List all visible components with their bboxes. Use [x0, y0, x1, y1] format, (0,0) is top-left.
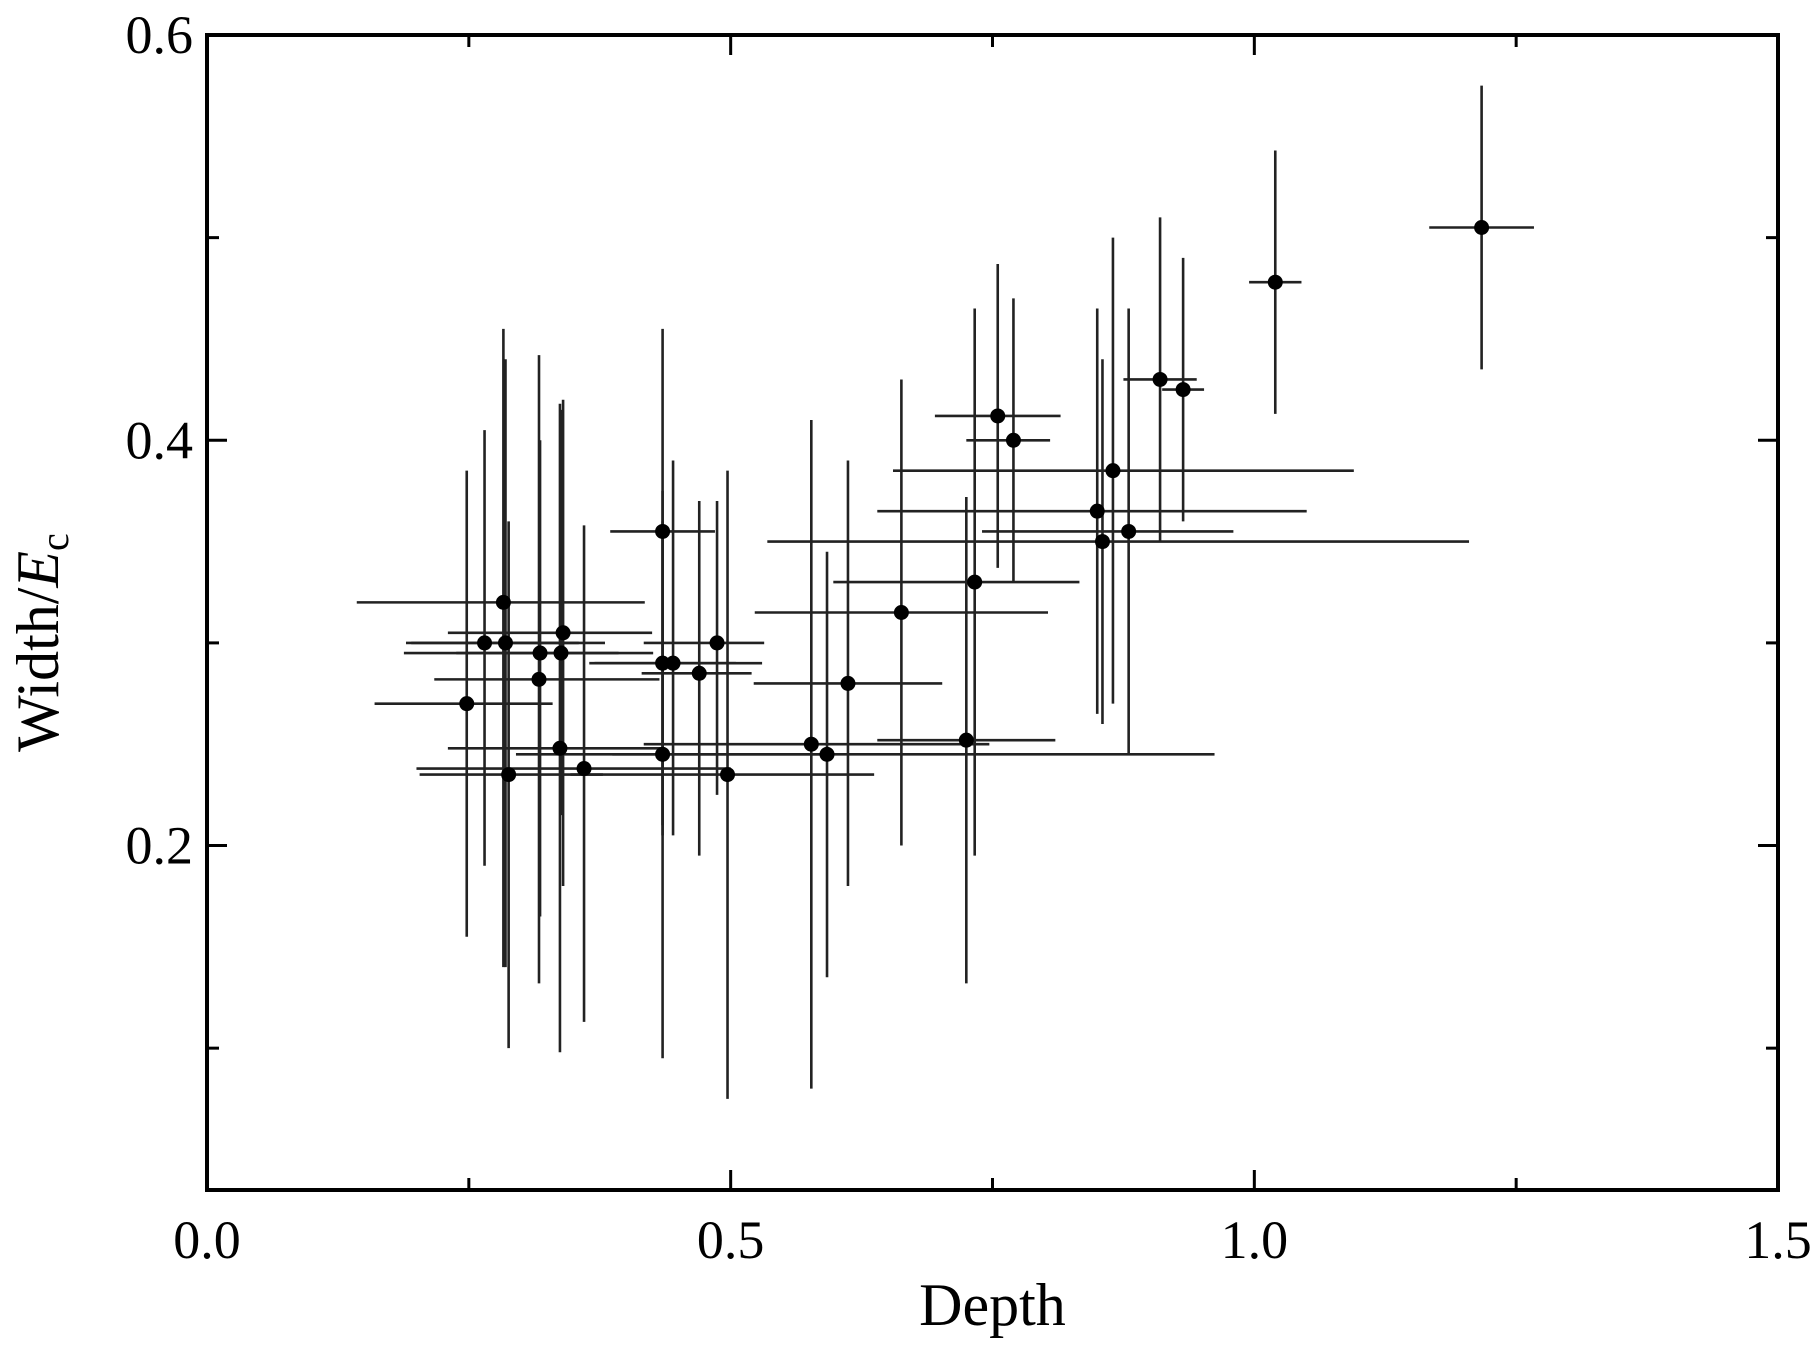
data-point — [1089, 503, 1105, 519]
data-point — [501, 767, 517, 783]
data-point — [990, 408, 1006, 424]
data-point — [477, 635, 493, 651]
y-tick-label: 0.4 — [126, 410, 194, 470]
x-tick-label: 1.0 — [1221, 1210, 1289, 1270]
y-axis-title: Width/Ec — [5, 533, 77, 752]
data-point — [576, 761, 592, 777]
data-point — [655, 523, 671, 539]
data-point — [1005, 432, 1021, 448]
data-point — [720, 767, 736, 783]
data-point — [1121, 523, 1137, 539]
data-point — [552, 740, 568, 756]
data-point — [655, 655, 671, 671]
data-point — [709, 635, 725, 651]
data-point — [967, 574, 983, 590]
data-point — [1105, 463, 1121, 479]
data-point — [497, 635, 513, 651]
y-axis-title-subscript: c — [32, 533, 77, 551]
x-tick-labels: 0.0 0.5 1.0 1.5 — [173, 1210, 1812, 1270]
data-point — [691, 665, 707, 681]
data-point — [532, 645, 548, 661]
data-point — [1175, 382, 1191, 398]
data-point — [555, 625, 571, 641]
data-point — [893, 605, 909, 620]
data-point — [665, 655, 681, 671]
data-point — [819, 746, 835, 762]
axis-ticks — [205, 33, 1780, 1190]
data-point — [958, 732, 974, 748]
data-points — [459, 220, 1490, 783]
data-point — [495, 594, 511, 610]
error-bars — [356, 85, 1534, 1099]
data-point — [1267, 274, 1283, 290]
x-tick-label: 0.5 — [697, 1210, 765, 1270]
y-axis-title-prefix: Width/ — [5, 587, 71, 752]
data-point — [655, 746, 671, 762]
x-tick-label: 1.5 — [1744, 1210, 1812, 1270]
data-point — [1152, 371, 1168, 387]
x-axis-title: Depth — [919, 1272, 1066, 1338]
y-axis-title-variable: E — [5, 551, 71, 589]
y-tick-labels: 0.2 0.4 0.6 — [126, 5, 194, 876]
y-tick-label: 0.2 — [126, 816, 194, 876]
y-tick-label: 0.6 — [126, 5, 194, 65]
data-point — [459, 696, 475, 712]
data-point — [1474, 220, 1490, 235]
data-point — [840, 675, 856, 691]
data-point — [803, 736, 819, 752]
x-tick-label: 0.0 — [173, 1210, 241, 1270]
data-point — [531, 671, 547, 687]
data-point — [553, 645, 569, 661]
data-point — [1094, 534, 1110, 550]
